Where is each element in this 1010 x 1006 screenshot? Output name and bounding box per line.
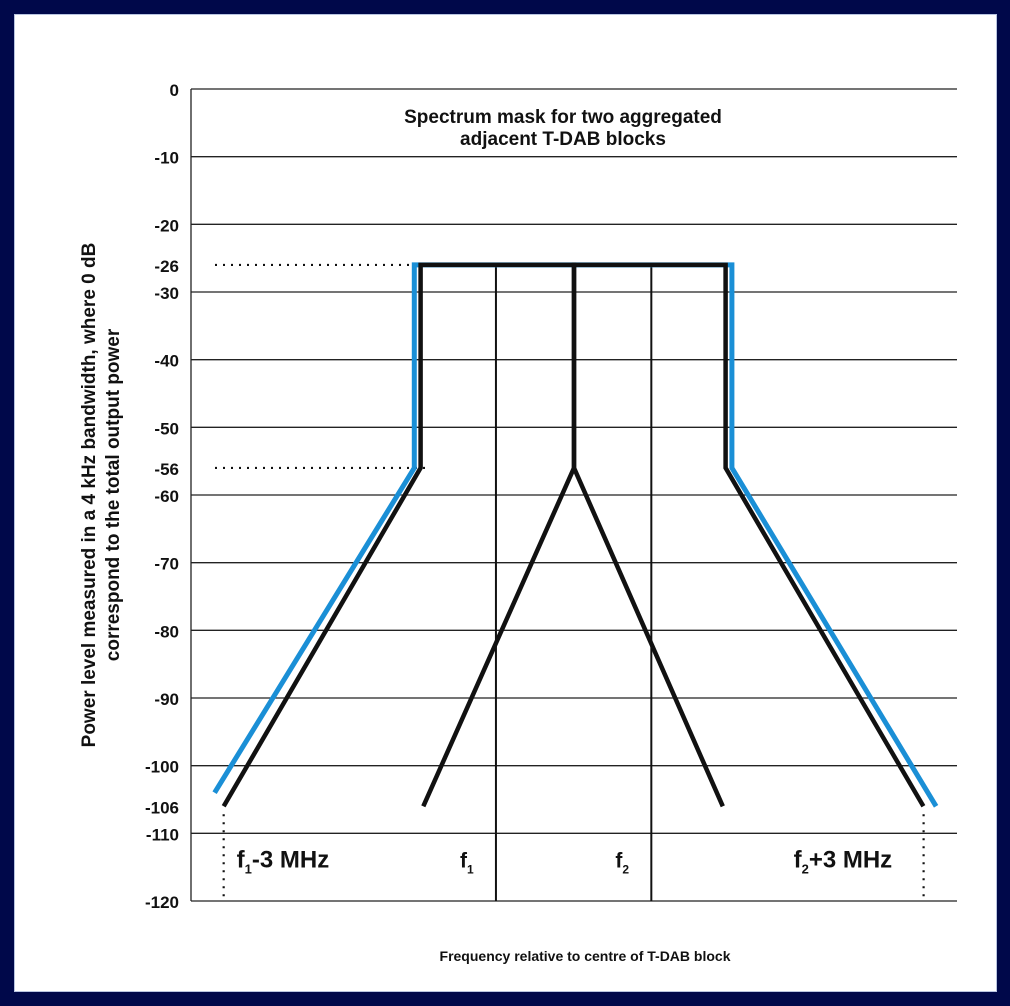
- y-tick-label: 0: [170, 81, 179, 100]
- y-tick-label: -10: [154, 149, 179, 168]
- y-tick-label: -90: [154, 690, 179, 709]
- y-tick-label: -20: [154, 216, 179, 235]
- x-marker-label: f1-3 MHz: [237, 846, 330, 876]
- chart-panel: 0 -10 -20 -26 -30 -40 -50 -56 -60 -70 -80 -90 -100 -1…: [14, 14, 997, 992]
- x-marker-label: f2+3 MHz: [794, 846, 893, 876]
- y-tick-label: -40: [154, 352, 179, 371]
- x-axis-label: Frequency relative to centre of T-DAB bl…: [440, 948, 731, 964]
- series-line: [221, 262, 725, 808]
- guide-lines: [215, 263, 925, 901]
- y-tick-label: -80: [154, 622, 179, 641]
- y-tick-labels: 0 -10 -20 -26 -30 -40 -50 -56 -60 -70 -80 -90 -100 -1…: [145, 81, 179, 912]
- series-line: [421, 262, 926, 808]
- y-tick-label: -60: [154, 487, 179, 506]
- y-tick-label: -120: [145, 893, 179, 912]
- x-marker-labels: f1-3 MHz f1 f2 f2+3 MHz: [237, 846, 893, 876]
- series-lines: [212, 262, 939, 808]
- spectrum-mask-chart: 0 -10 -20 -26 -30 -40 -50 -56 -60 -70 -80 -90 -100 -1…: [79, 81, 957, 964]
- y-tick-label: -100: [145, 758, 179, 777]
- y-tick-label: -26: [154, 257, 179, 276]
- y-axis-label: Power level measured in a 4 kHz bandwidt…: [79, 243, 124, 748]
- x-marker-label: f1: [460, 849, 474, 876]
- chart-title: Spectrum mask for two aggregated adjacent…: [404, 107, 722, 150]
- y-tick-label: -50: [154, 419, 179, 438]
- y-tick-label: -56: [154, 460, 179, 479]
- y-tick-label: -110: [146, 825, 179, 844]
- y-tick-label: -30: [154, 284, 179, 303]
- frequency-lines: [494, 264, 653, 901]
- grid-lines: [190, 88, 957, 902]
- x-marker-label: f2: [615, 849, 629, 876]
- y-tick-label: -106: [145, 798, 179, 817]
- y-tick-label: -70: [154, 555, 179, 574]
